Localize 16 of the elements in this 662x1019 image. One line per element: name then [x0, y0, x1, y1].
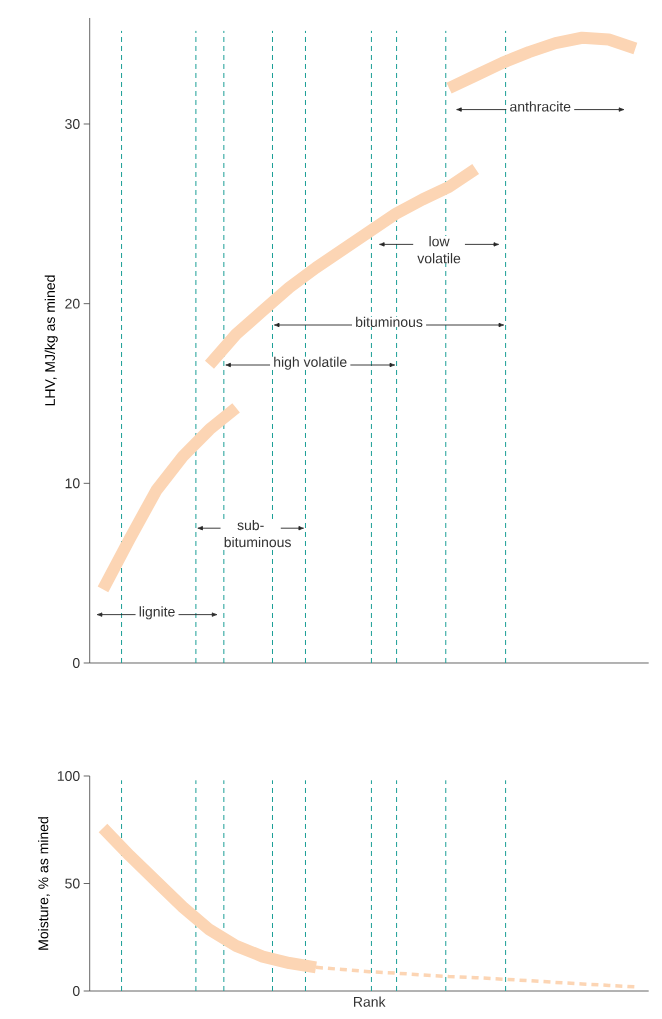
annotation: sub-bituminous	[224, 519, 291, 548]
annotation: bituminous	[356, 316, 423, 327]
y-tick-label: 100	[57, 771, 80, 781]
x-axis-title: Rank	[354, 996, 386, 1007]
annotation: high volatile	[274, 356, 347, 370]
y-tick-label: 10	[65, 478, 80, 489]
y-axis-title: Moisture, % as mined	[38, 817, 50, 950]
y-tick-label: 0	[72, 986, 80, 996]
y-tick-label: 30	[65, 119, 80, 129]
y-axis-title: LHV, MJ/kg as mined	[44, 275, 58, 406]
y-tick-label: 50	[65, 878, 80, 889]
annotation: low volatile	[417, 236, 461, 264]
y-tick-label: 20	[65, 298, 80, 309]
annotation: lignite	[139, 606, 175, 620]
annotation: anthracite	[510, 101, 571, 112]
y-tick-label: 0	[72, 658, 80, 668]
